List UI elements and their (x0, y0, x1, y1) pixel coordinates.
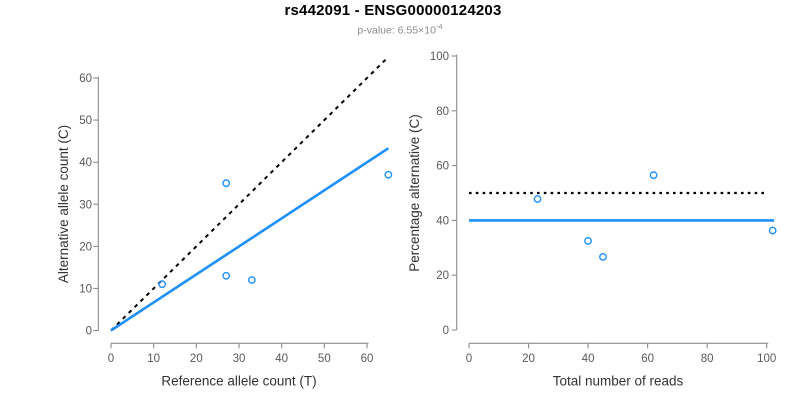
figure-title: rs442091 - ENSG00000124203 (284, 2, 502, 19)
data-point (158, 280, 167, 289)
y-tick-label: 0 (443, 325, 449, 337)
x-tick-label: 10 (147, 353, 160, 365)
plot-allele-counts: 0 10 20 30 40 50 60 0 10 20 30 40 50 60 Reference alle… (56, 56, 393, 389)
x-axis-title: Total number of reads (553, 374, 684, 389)
y-tick-label: 80 (436, 106, 449, 118)
data-point (584, 237, 592, 245)
y-tick-label: 20 (79, 241, 92, 253)
data-point (649, 171, 658, 180)
y-tick-label: 20 (436, 270, 449, 282)
y-axis-title: Alternative allele count (C) (56, 125, 71, 283)
y-tick-label: 10 (79, 283, 92, 295)
data-point (384, 170, 393, 179)
figure-subtitle: p-value: 6.55×10-4 (0, 22, 800, 37)
x-tick-label: 0 (466, 353, 472, 365)
x-tick-label: 20 (190, 353, 203, 365)
data-point (533, 195, 542, 203)
x-tick-label: 50 (318, 353, 331, 365)
y-tick-label: 60 (436, 161, 449, 173)
x-tick-label: 40 (275, 353, 288, 365)
x-tick-label: 40 (582, 353, 595, 365)
y-axis-title: Percentage alternative (C) (407, 114, 422, 272)
y-tick-label: 40 (436, 215, 449, 227)
y-tick-label: 50 (79, 115, 92, 127)
pvalue-exponent: -4 (435, 22, 443, 31)
x-tick-label: 100 (757, 353, 776, 365)
x-tick-label: 60 (641, 353, 654, 365)
y-tick-label: 30 (79, 199, 92, 211)
pvalue-text: p-value: 6.55×10 (357, 24, 436, 37)
y-tick-label: 0 (86, 326, 92, 338)
identity-line (110, 56, 390, 332)
x-tick-label: 60 (361, 353, 374, 365)
plot-percentage-vs-reads: 0 20 40 60 80 100 0 20 40 60 80 100 Total number of … (407, 51, 777, 389)
data-point (222, 271, 231, 280)
data-point (599, 252, 607, 261)
x-tick-label: 80 (701, 353, 714, 365)
y-tick-label: 60 (79, 73, 92, 85)
x-axis-title: Reference allele count (T) (161, 374, 316, 389)
y-tick-label: 100 (430, 51, 449, 63)
x-tick-label: 30 (233, 353, 246, 365)
fit-line (110, 147, 390, 332)
data-point (222, 179, 231, 188)
x-tick-label: 0 (108, 353, 114, 365)
y-tick-label: 40 (79, 157, 92, 169)
data-point (768, 226, 777, 235)
x-tick-label: 20 (522, 353, 535, 365)
data-point (247, 276, 256, 284)
